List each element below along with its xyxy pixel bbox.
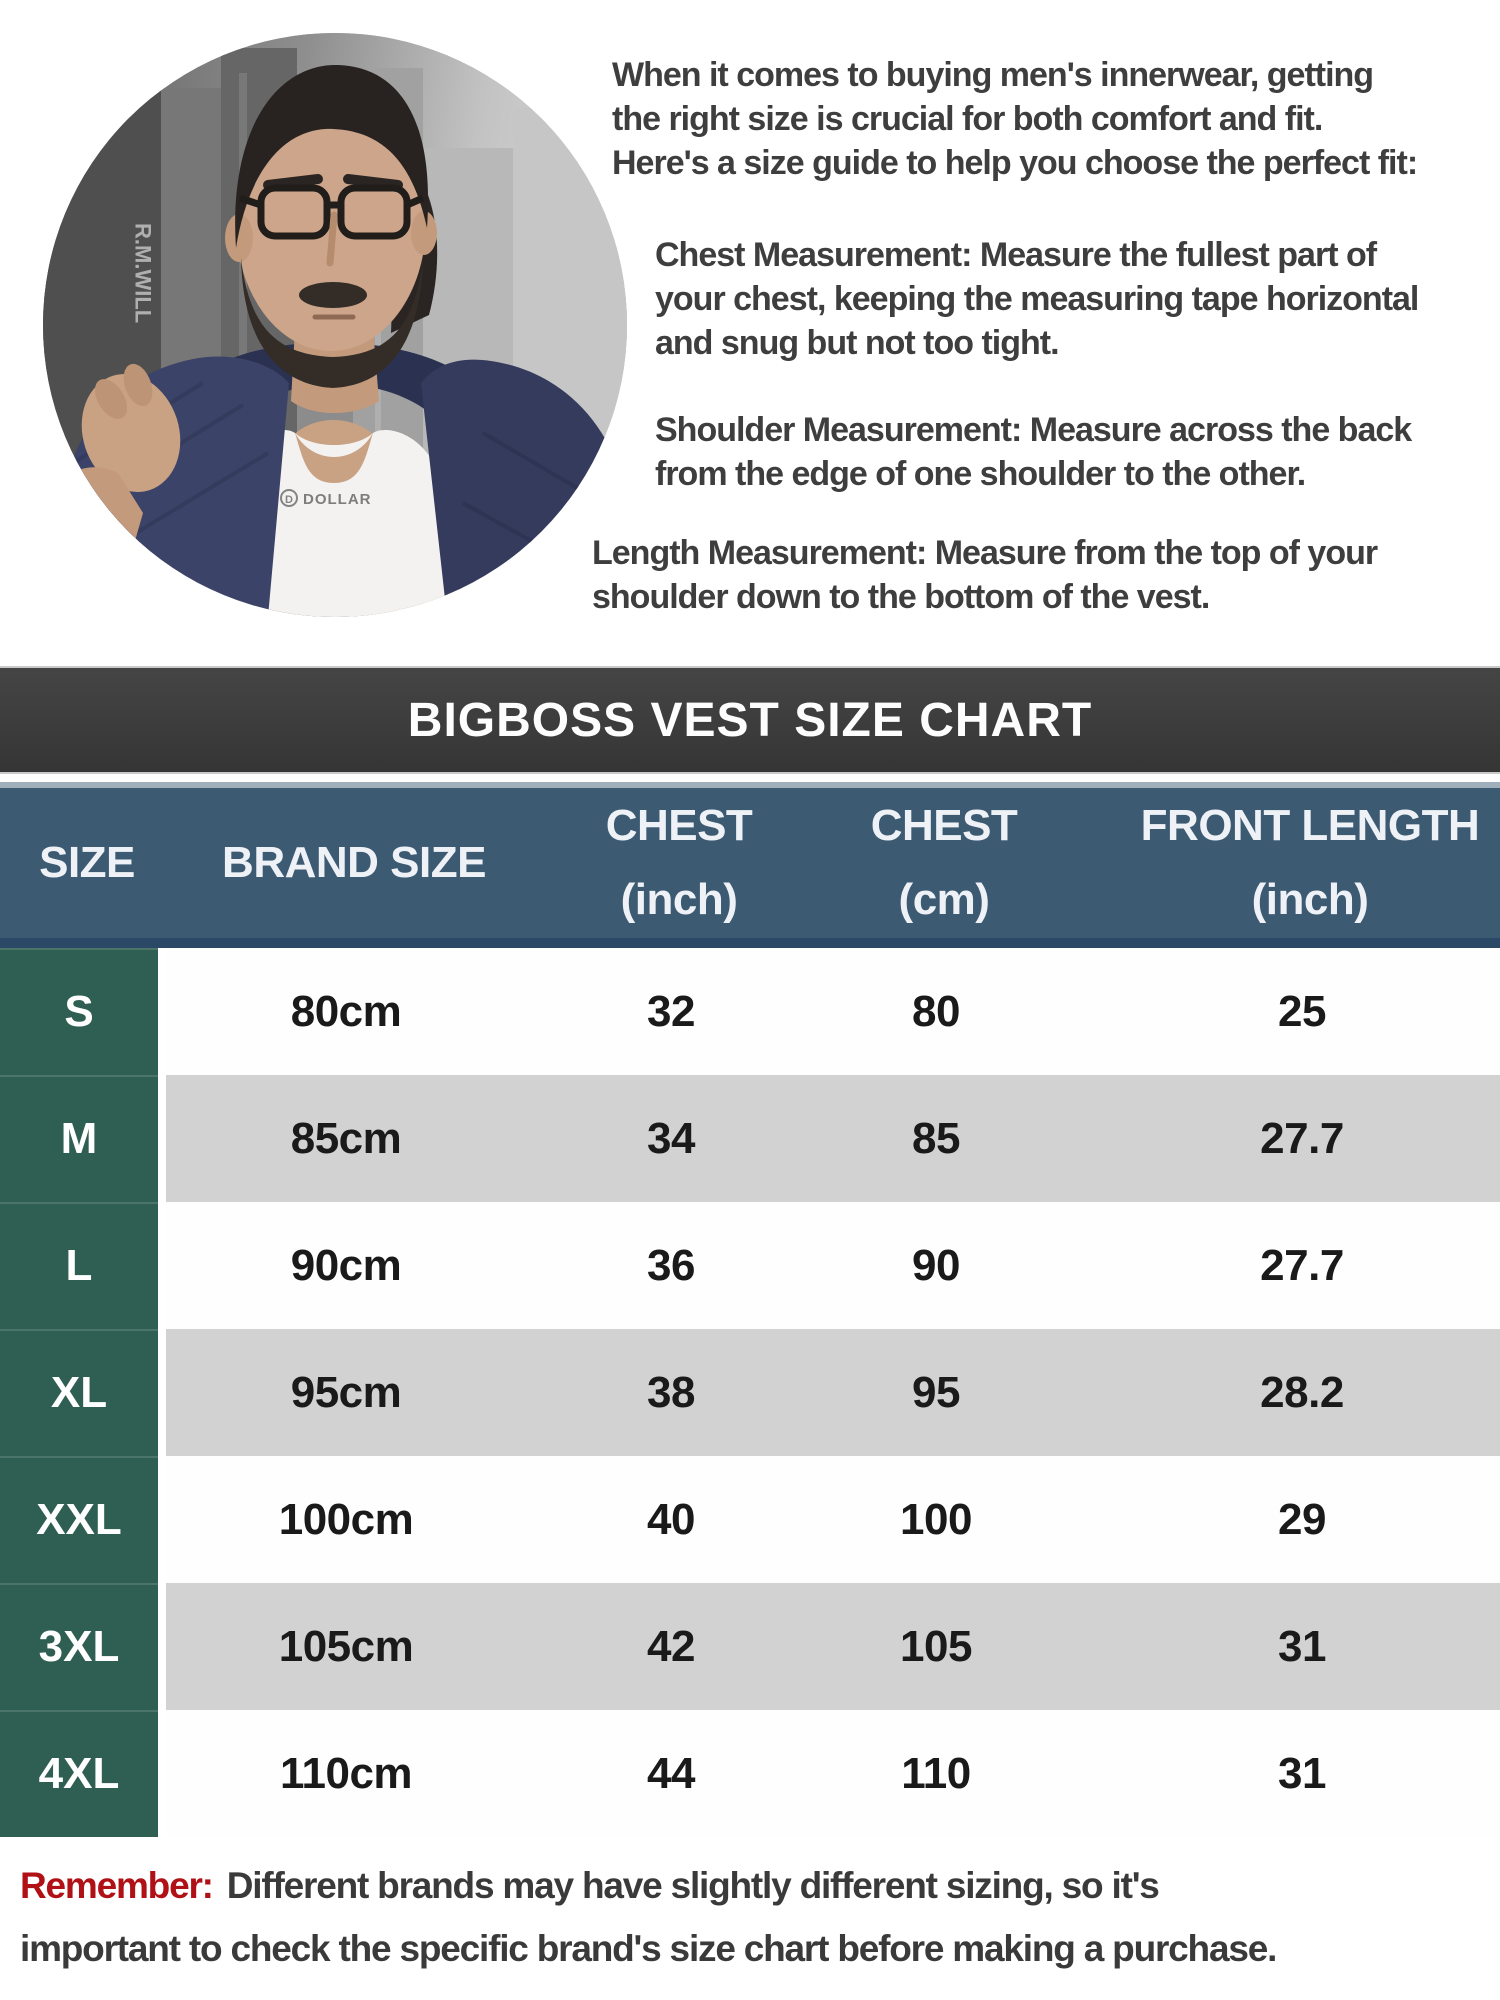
intro-line: the right size is crucial for both comfo… (612, 100, 1323, 138)
table-row: L 90cm 36 90 27.7 (0, 1202, 1500, 1329)
size-cell: 3XL (0, 1583, 166, 1710)
chart-title: BIGBOSS VEST SIZE CHART (407, 693, 1093, 747)
front-length-cell: 31 (1278, 1748, 1326, 1798)
brand-size-cell: 95cm (290, 1367, 402, 1417)
shoulder-line: from the edge of one shoulder to the oth… (655, 455, 1306, 493)
brand-size-cell: 90cm (290, 1240, 402, 1290)
size-chart-table: SIZE BRAND SIZE CHEST (inch) CHEST (cm) … (0, 782, 1500, 1837)
brand-size-cell: 85cm (290, 1113, 402, 1163)
hair (235, 64, 429, 248)
front-length-cell: 25 (1278, 986, 1326, 1036)
forearm (43, 467, 143, 617)
table-top-divider (0, 782, 1500, 788)
length-measurement-paragraph: Length Measurement: Measure from the top… (592, 531, 1378, 619)
brand-size-cell: 100cm (278, 1494, 414, 1544)
size-cell: S (0, 948, 166, 1075)
shoulder-line: Shoulder Measurement: Measure across the… (655, 411, 1412, 449)
brand-size-cell: 80cm (290, 986, 402, 1036)
chest-inch-cell: 44 (647, 1748, 695, 1798)
chest-inch-cell: 40 (647, 1494, 695, 1544)
vest-logo-text: DOLLAR (303, 491, 372, 508)
jacket-collar (193, 342, 478, 427)
front-length-cell: 28.2 (1260, 1367, 1344, 1417)
remember-text: Different brands may have slightly diffe… (226, 1865, 1160, 1906)
size-cell: L (0, 1202, 166, 1329)
col-header-brand-size: BRAND SIZE (222, 838, 486, 887)
remember-note: Remember: Different brands may have sligh… (20, 1854, 1490, 1980)
chest-inch-cell: 38 (647, 1367, 695, 1417)
shoulder-measurement-paragraph: Shoulder Measurement: Measure across the… (655, 408, 1412, 496)
table-header-divider (0, 938, 1500, 948)
eyebrow-left (263, 174, 323, 190)
mustache (299, 282, 367, 308)
front-length-cell: 29 (1278, 1494, 1326, 1544)
svg-text:D: D (285, 494, 293, 506)
chest-cm-cell: 80 (912, 986, 960, 1036)
chest-cm-cell: 90 (912, 1240, 960, 1290)
chart-title-bar: BIGBOSS VEST SIZE CHART (0, 666, 1500, 774)
length-line: shoulder down to the bottom of the vest. (592, 578, 1210, 616)
col-header-chest-cm: CHEST (cm) (870, 801, 1018, 924)
eyebrow-right (343, 174, 403, 190)
glasses (238, 184, 425, 240)
col-header-size: SIZE (39, 838, 135, 887)
front-length-cell: 27.7 (1260, 1113, 1344, 1163)
model-photo: R.M.WILL (43, 33, 627, 617)
length-line: Length Measurement: Measure from the top… (592, 534, 1378, 572)
chest-cm-cell: 105 (900, 1621, 972, 1671)
front-length-cell: 31 (1278, 1621, 1326, 1671)
chest-cm-cell: 95 (912, 1367, 960, 1417)
chest-skin (295, 433, 373, 483)
chest-inch-cell: 36 (647, 1240, 695, 1290)
size-cell: 4XL (0, 1710, 166, 1837)
building-sign-text: R.M.WILL (131, 223, 156, 323)
chest-line: your chest, keeping the measuring tape h… (655, 280, 1419, 318)
table-row: 3XL 105cm 42 105 31 (0, 1583, 1500, 1710)
table-row: XXL 100cm 40 100 29 (0, 1456, 1500, 1583)
brand-size-cell: 110cm (279, 1748, 413, 1798)
chest-inch-cell: 32 (647, 986, 695, 1036)
table-header-row: SIZE BRAND SIZE CHEST (inch) CHEST (cm) … (0, 788, 1500, 938)
size-cell: XL (0, 1329, 166, 1456)
table-row: XL 95cm 38 95 28.2 (0, 1329, 1500, 1456)
front-length-cell: 27.7 (1260, 1240, 1344, 1290)
size-cell: M (0, 1075, 166, 1202)
chest-measurement-paragraph: Chest Measurement: Measure the fullest p… (655, 233, 1419, 365)
table-row: M 85cm 34 85 27.7 (0, 1075, 1500, 1202)
chest-inch-cell: 34 (647, 1113, 695, 1163)
chest-cm-cell: 85 (912, 1113, 960, 1163)
chest-line: and snug but not too tight. (655, 324, 1060, 362)
model-photo-illustration: R.M.WILL (43, 33, 627, 617)
remember-label: Remember: (20, 1865, 214, 1906)
table-row: S 80cm 32 80 25 (0, 948, 1500, 1075)
beard (241, 258, 423, 388)
col-header-front-length: FRONT LENGTH (inch) (1140, 801, 1480, 924)
chest-cm-cell: 100 (900, 1494, 972, 1544)
size-cell: XXL (0, 1456, 166, 1583)
remember-line-1: Remember: Different brands may have sligh… (20, 1854, 1490, 1917)
intro-paragraph: When it comes to buying men's innerwear,… (612, 53, 1418, 185)
table-row: 4XL 110cm 44 110 31 (0, 1710, 1500, 1837)
col-header-chest-inch: CHEST (inch) (605, 801, 753, 924)
nose (326, 211, 338, 267)
chest-line: Chest Measurement: Measure the fullest p… (655, 236, 1377, 274)
remember-line-2: important to check the specific brand's … (20, 1928, 1277, 1969)
intro-line: Here's a size guide to help you choose t… (612, 144, 1418, 182)
brand-size-cell: 105cm (278, 1621, 414, 1671)
table-body: S 80cm 32 80 25 M 85cm 34 85 27.7 L 90cm… (0, 948, 1500, 1837)
chest-inch-cell: 42 (647, 1621, 695, 1671)
vest-logo: D DOLLAR (280, 489, 372, 508)
intro-line: When it comes to buying men's innerwear,… (612, 56, 1374, 94)
chest-cm-cell: 110 (901, 1748, 971, 1798)
